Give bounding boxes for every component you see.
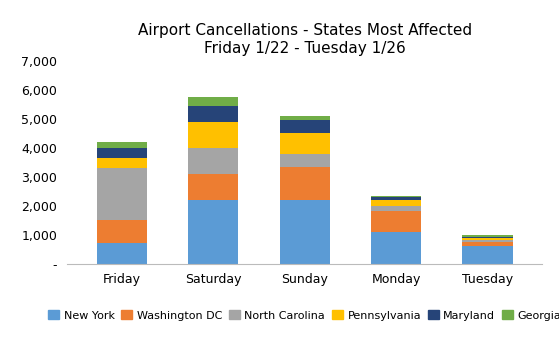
Bar xyxy=(280,133,330,153)
Bar xyxy=(280,116,330,120)
Bar xyxy=(371,212,421,232)
Bar xyxy=(97,148,147,158)
Bar xyxy=(188,200,238,264)
Title: Airport Cancellations - States Most Affected
Friday 1/22 - Tuesday 1/26: Airport Cancellations - States Most Affe… xyxy=(138,23,472,55)
Legend: New York, Washington DC, North Carolina, Pennsylvania, Maryland, Georgia: New York, Washington DC, North Carolina,… xyxy=(44,306,559,325)
Bar xyxy=(371,196,421,197)
Bar xyxy=(188,106,238,122)
Bar xyxy=(462,238,513,240)
Bar xyxy=(462,235,513,237)
Bar xyxy=(97,168,147,220)
Bar xyxy=(371,197,421,200)
Bar xyxy=(462,246,513,264)
Bar xyxy=(280,167,330,200)
Bar xyxy=(371,232,421,264)
Bar xyxy=(188,174,238,200)
Bar xyxy=(97,220,147,243)
Bar xyxy=(188,97,238,106)
Bar xyxy=(371,206,421,212)
Bar xyxy=(97,243,147,264)
Bar xyxy=(462,240,513,242)
Bar xyxy=(462,237,513,238)
Bar xyxy=(97,158,147,168)
Bar xyxy=(280,200,330,264)
Bar xyxy=(280,153,330,167)
Bar xyxy=(280,120,330,133)
Bar xyxy=(97,142,147,148)
Bar xyxy=(371,200,421,206)
Bar xyxy=(188,122,238,148)
Bar xyxy=(188,148,238,174)
Bar xyxy=(462,242,513,246)
